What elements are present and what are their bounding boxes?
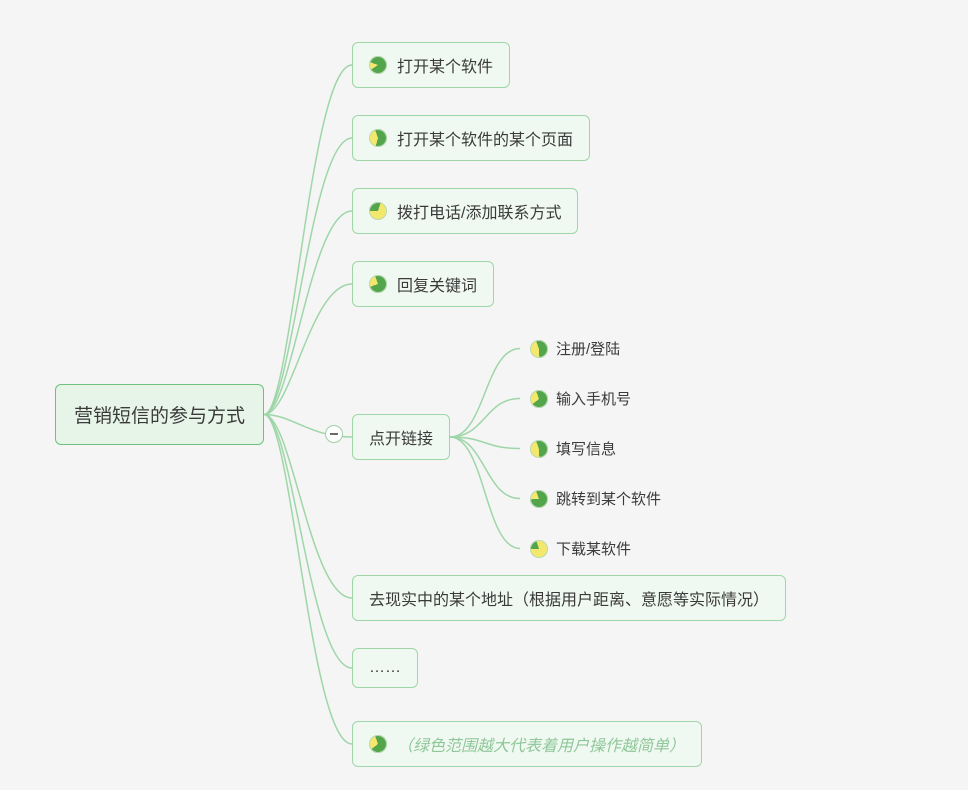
pie-icon: [530, 340, 548, 358]
pie-icon: [369, 275, 387, 293]
pie-icon: [369, 202, 387, 220]
mindmap-node-n7[interactable]: ……: [352, 648, 418, 688]
mindmap-node-l3[interactable]: 填写信息: [520, 432, 626, 465]
node-label: 输入手机号: [556, 388, 631, 409]
pie-icon: [530, 440, 548, 458]
pie-icon: [369, 56, 387, 74]
pie-icon: [530, 540, 548, 558]
pie-icon: [369, 129, 387, 147]
connector-path: [264, 284, 352, 415]
mindmap-node-n1[interactable]: 打开某个软件: [352, 42, 510, 88]
node-label: 回复关键词: [397, 272, 477, 296]
mindmap-node-root[interactable]: 营销短信的参与方式: [55, 384, 264, 445]
connector-path: [450, 437, 520, 449]
mindmap-node-n2[interactable]: 打开某个软件的某个页面: [352, 115, 590, 161]
mindmap-node-l4[interactable]: 跳转到某个软件: [520, 482, 671, 515]
pie-icon: [530, 490, 548, 508]
connector-path: [264, 415, 352, 745]
connector-path: [450, 399, 520, 438]
mindmap-node-n3[interactable]: 拨打电话/添加联系方式: [352, 188, 578, 234]
connector-path: [264, 65, 352, 415]
connector-path: [450, 437, 520, 499]
node-label: 拨打电话/添加联系方式: [397, 199, 561, 223]
collapse-handle[interactable]: [325, 425, 343, 443]
pie-icon: [530, 390, 548, 408]
connector-path: [264, 415, 352, 669]
mindmap-node-n5[interactable]: 点开链接: [352, 414, 450, 460]
node-label: 注册/登陆: [556, 338, 620, 359]
connector-path: [264, 211, 352, 415]
mindmap-canvas: 营销短信的参与方式 打开某个软件打开某个软件的某个页面拨打电话/添加联系方式回复关…: [0, 0, 968, 790]
connector-path: [264, 415, 352, 599]
node-label: 打开某个软件: [397, 53, 493, 77]
pie-icon: [369, 735, 387, 753]
connector-path: [264, 138, 352, 415]
connector-path: [450, 437, 520, 549]
mindmap-node-n6[interactable]: 去现实中的某个地址（根据用户距离、意愿等实际情况）: [352, 575, 786, 621]
mindmap-node-l5[interactable]: 下载某软件: [520, 532, 641, 565]
node-label: ……: [369, 659, 401, 677]
connector-path: [450, 349, 520, 438]
mindmap-node-l1[interactable]: 注册/登陆: [520, 332, 630, 365]
node-label: 营销短信的参与方式: [74, 401, 245, 428]
mindmap-node-l2[interactable]: 输入手机号: [520, 382, 641, 415]
node-label: 填写信息: [556, 438, 616, 459]
mindmap-node-n4[interactable]: 回复关键词: [352, 261, 494, 307]
node-label: 去现实中的某个地址（根据用户距离、意愿等实际情况）: [369, 586, 769, 610]
mindmap-node-n8[interactable]: （绿色范围越大代表着用户操作越简单）: [352, 721, 702, 767]
node-label: （绿色范围越大代表着用户操作越简单）: [397, 732, 685, 756]
node-label: 跳转到某个软件: [556, 488, 661, 509]
node-label: 下载某软件: [556, 538, 631, 559]
node-label: 点开链接: [369, 425, 433, 449]
node-label: 打开某个软件的某个页面: [397, 126, 573, 150]
